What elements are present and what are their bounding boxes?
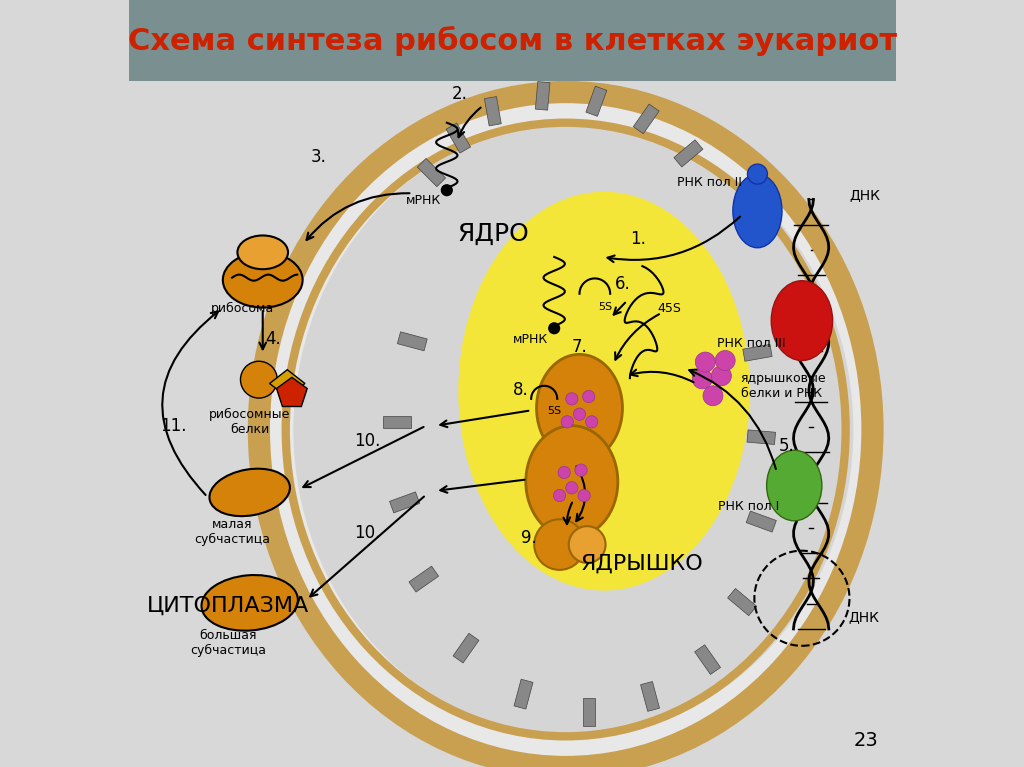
Circle shape [712,366,731,386]
Text: рибосома: рибосома [210,301,273,315]
Bar [746,511,776,532]
Text: 4.: 4. [265,330,281,348]
Bar [586,86,607,117]
Bar [674,140,702,167]
Text: 23: 23 [854,731,879,750]
Text: 3.: 3. [310,148,327,166]
Text: 5S: 5S [598,301,612,312]
Circle shape [565,393,578,405]
Text: 45S: 45S [657,302,681,314]
Text: РНК пол III: РНК пол III [718,337,785,350]
Bar [583,698,595,726]
Text: ЦИТОПЛАЗМА: ЦИТОПЛАЗМА [147,596,309,616]
Text: рибосомные
белки: рибосомные белки [209,408,291,436]
Circle shape [553,489,565,502]
Text: 10.: 10. [354,524,381,542]
Ellipse shape [767,450,822,521]
Bar [746,430,775,445]
Bar [409,566,438,592]
Text: большая
субчастица: большая субчастица [190,629,266,657]
Text: ЯДРО: ЯДРО [457,222,528,246]
Circle shape [568,526,605,563]
Ellipse shape [266,100,865,759]
Bar [536,81,550,110]
Circle shape [561,416,573,428]
Bar [633,104,659,133]
Bar [418,159,445,186]
Text: ЯДРЫШКО: ЯДРЫШКО [581,554,703,574]
Ellipse shape [294,123,853,736]
Bar [446,123,470,153]
Circle shape [558,466,570,479]
Text: 5.: 5. [778,437,795,456]
Circle shape [586,416,598,428]
Text: 6.: 6. [615,275,631,293]
Bar [484,97,502,126]
Text: РНК пол II: РНК пол II [677,176,742,189]
Text: 7.: 7. [571,337,588,356]
Ellipse shape [537,354,623,462]
Circle shape [573,408,586,420]
Ellipse shape [223,252,303,308]
Circle shape [549,323,559,334]
Bar [641,682,659,711]
Circle shape [565,482,578,494]
Circle shape [692,369,712,389]
Ellipse shape [202,575,298,630]
Ellipse shape [459,192,750,591]
Text: 10.: 10. [354,432,381,450]
Text: 9.: 9. [521,529,537,548]
Bar [383,416,411,428]
FancyBboxPatch shape [128,0,896,81]
Circle shape [241,361,278,398]
Circle shape [583,390,595,403]
Circle shape [535,519,585,570]
Circle shape [715,351,735,370]
Ellipse shape [525,426,617,538]
Bar [728,588,757,616]
Circle shape [695,352,715,372]
Text: мРНК: мРНК [513,333,548,345]
Text: 8.: 8. [513,380,529,399]
Text: мРНК: мРНК [407,195,441,207]
Circle shape [578,489,590,502]
Ellipse shape [733,174,782,248]
Bar [453,634,479,663]
Text: ДНК: ДНК [848,611,879,624]
Bar [389,492,420,513]
Circle shape [748,164,767,184]
Text: ДНК: ДНК [850,189,881,202]
Ellipse shape [238,235,288,269]
Text: 2.: 2. [452,84,468,103]
Text: 1.: 1. [631,230,646,249]
Circle shape [441,185,453,196]
Polygon shape [269,370,305,397]
Bar [397,332,427,351]
Bar [514,680,534,709]
Circle shape [703,386,723,406]
Circle shape [574,464,587,476]
Text: Схема синтеза рибосом в клетках эукариот: Схема синтеза рибосом в клетках эукариот [128,25,896,56]
Ellipse shape [771,281,833,360]
Bar [694,645,721,674]
Text: 11.: 11. [160,416,186,435]
Bar [742,344,772,361]
Ellipse shape [210,469,290,516]
Text: ядрышковые
белки и РНК: ядрышковые белки и РНК [740,372,826,400]
Text: 5S: 5S [547,406,561,416]
Text: малая
субчастица: малая субчастица [194,518,270,546]
Polygon shape [276,377,307,407]
Text: РНК пол I: РНК пол I [718,500,779,512]
